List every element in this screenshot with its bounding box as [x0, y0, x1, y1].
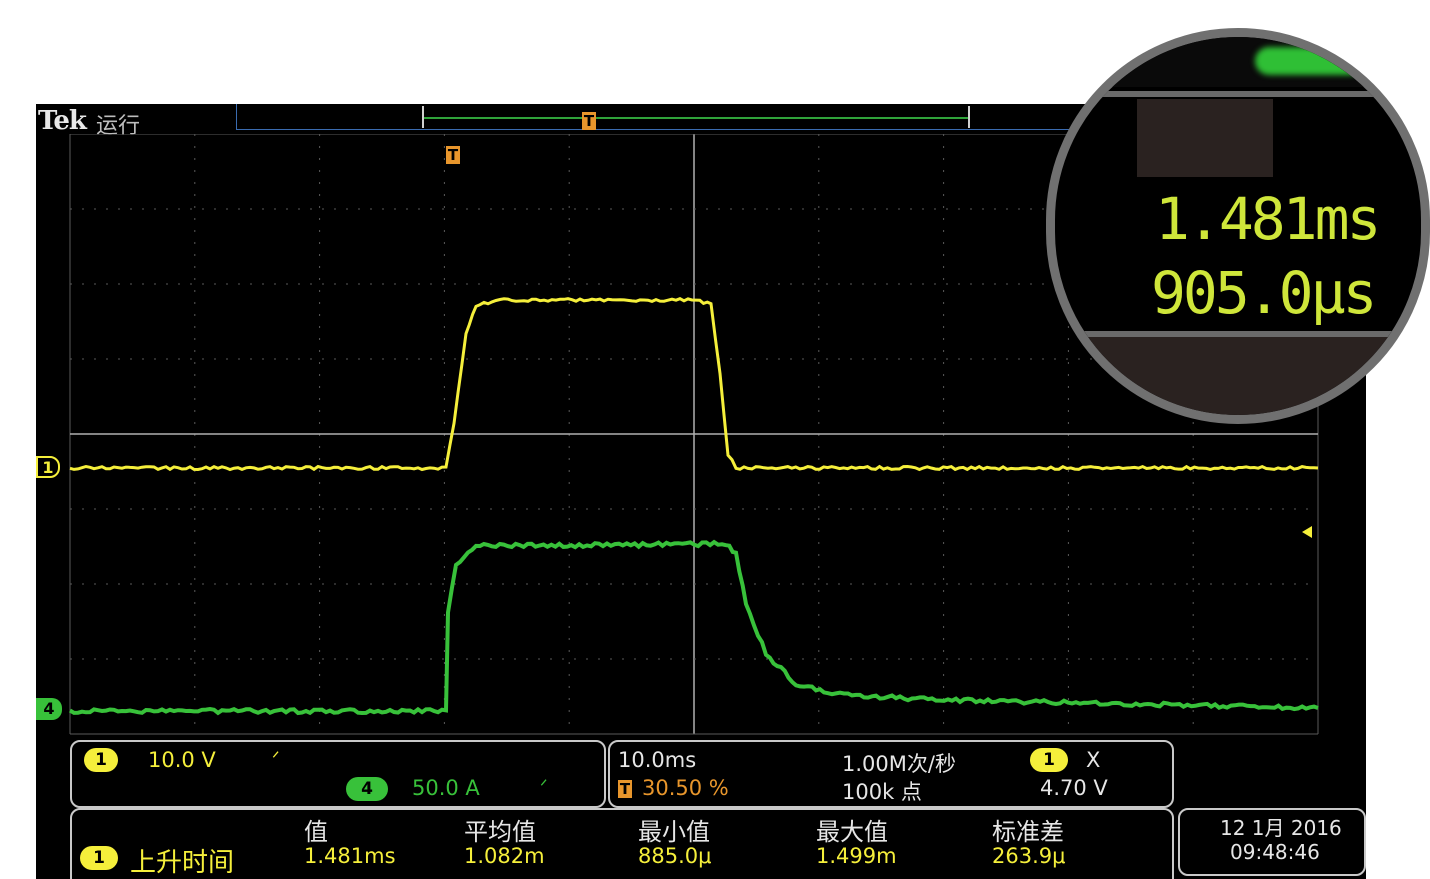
meas-row-mean: 1.082m	[464, 844, 545, 868]
meas-header-value: 值	[304, 812, 328, 847]
magnifier-dark-block	[1137, 99, 1273, 177]
zoom-window-line	[424, 117, 968, 119]
magnifier-green-blob	[1255, 47, 1365, 75]
record-length: 100k 点	[842, 776, 922, 806]
time-label: 09:48:46	[1230, 840, 1320, 864]
ch1-badge: 1	[84, 748, 118, 772]
magnifier-line-top	[1055, 91, 1421, 97]
meas-row-max: 1.499m	[816, 844, 897, 868]
magnifier-value-1: 1.481ms	[1155, 185, 1378, 253]
meas-row-channel-badge: 1	[80, 846, 118, 870]
meas-row-value: 1.481ms	[304, 844, 396, 868]
trigger-level-arrow-icon	[1302, 526, 1312, 538]
ch1-ground-marker[interactable]: 1	[36, 456, 60, 478]
sample-rate: 1.00M次/秒	[842, 748, 956, 778]
brand-label: Tek	[38, 106, 86, 136]
magnifier-callout: 1.481ms 905.0μs	[1046, 28, 1430, 424]
magnifier-bottom-strip	[1055, 337, 1421, 424]
ch1-scale: 10.0 V	[148, 748, 216, 772]
magnifier-value-2: 905.0μs	[1151, 259, 1374, 327]
meas-row-name: 上升时间	[130, 842, 234, 879]
trigger-channel-badge: 1	[1030, 748, 1068, 772]
zoom-window[interactable]	[422, 106, 970, 128]
ch4-coupling-icon: ᐟ	[540, 776, 548, 797]
ch4-badge: 4	[346, 777, 388, 801]
ch4-scale: 50.0 A	[412, 776, 480, 800]
magnifier-top-strip	[1055, 37, 1421, 87]
meas-header-std: 标准差	[992, 812, 1064, 847]
meas-header-max: 最大值	[816, 812, 888, 847]
meas-header-mean: 平均值	[464, 812, 536, 847]
horizontal-scale: 10.0ms	[618, 748, 696, 772]
meas-header-min: 最小值	[638, 812, 710, 847]
meas-row-min: 885.0μ	[638, 844, 711, 868]
ch4-ground-marker[interactable]: 4	[36, 698, 62, 720]
date-label: 12 1月 2016	[1220, 812, 1342, 841]
record-trigger-marker: T	[582, 112, 596, 130]
ch1-coupling-icon: ᐟ	[272, 748, 280, 769]
meas-row-std: 263.9μ	[992, 844, 1065, 868]
trigger-level: 4.70 V	[1040, 776, 1108, 800]
trigger-slope: X	[1086, 748, 1100, 772]
trigger-position-marker[interactable]: T	[446, 146, 460, 164]
trigger-position-icon: T	[618, 780, 632, 798]
trigger-position: 30.50 %	[642, 776, 729, 800]
